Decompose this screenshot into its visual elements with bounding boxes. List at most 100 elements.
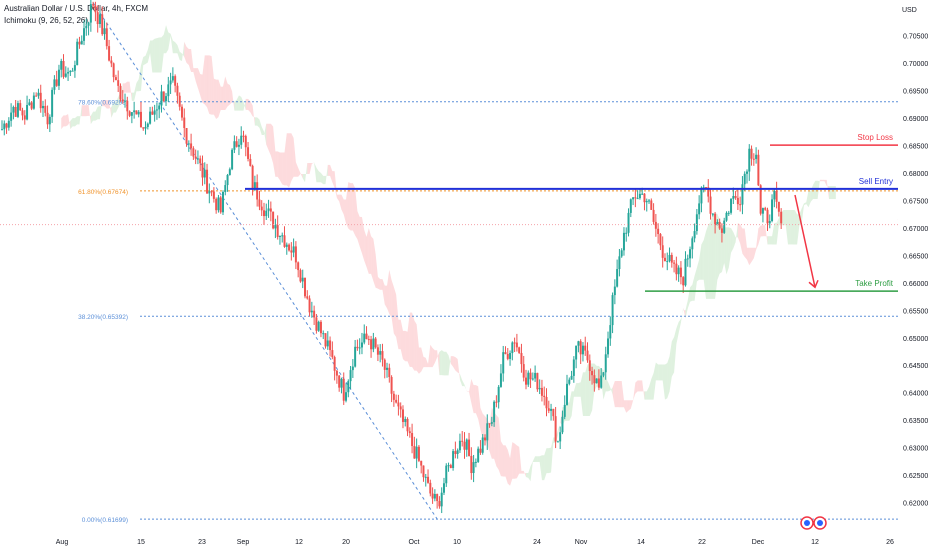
cloud-segment — [72, 118, 75, 127]
cloud-segment — [140, 57, 144, 91]
x-tick-label: Aug — [56, 539, 69, 546]
candle-body — [71, 70, 74, 72]
x-tick-label: Nov — [575, 539, 588, 546]
time-axis[interactable]: Aug 15 23 Sep 12 20 Oct 10 24 Nov 14 22 Dec 12 26 — [0, 532, 932, 550]
candle-body — [155, 109, 158, 111]
cloud-segment — [797, 214, 800, 245]
candle-body — [666, 261, 669, 263]
cloud-segment — [380, 279, 383, 290]
cloud-segment — [357, 211, 360, 247]
cloud-segment — [448, 355, 451, 376]
candle-body — [641, 193, 644, 195]
candle-body — [169, 80, 172, 85]
candle-body — [661, 245, 664, 258]
cloud-segment — [475, 385, 479, 419]
cloud-segment — [767, 236, 770, 245]
cloud-segment — [453, 356, 456, 371]
candle-body — [183, 117, 186, 129]
cloud-segment — [580, 372, 583, 416]
candle-body — [114, 77, 117, 81]
cloud-segment — [617, 381, 620, 408]
candle-body — [62, 60, 65, 77]
cloud-segment — [425, 357, 429, 368]
cloud-segment — [361, 217, 365, 261]
cloud-segment — [516, 445, 520, 479]
candle-body — [698, 203, 701, 215]
cloud-segment — [402, 330, 406, 362]
time-axis-bg — [0, 532, 932, 550]
cloud-segment — [213, 78, 217, 120]
candle-body — [180, 106, 183, 118]
cloud-segment — [526, 472, 529, 478]
cloud-segment — [113, 101, 116, 113]
cloud-segment — [443, 351, 447, 376]
cloud-segment — [473, 385, 476, 414]
candle-body — [686, 258, 689, 260]
candle-body — [263, 210, 265, 217]
candle-body — [620, 250, 623, 257]
cloud-segment — [803, 202, 807, 206]
candle-body — [408, 431, 411, 434]
candle-body — [367, 339, 370, 341]
candle-body — [185, 128, 188, 144]
cloud-segment — [145, 49, 148, 65]
flag-dot — [804, 520, 810, 526]
x-tick-label: 10 — [453, 539, 461, 546]
cloud-segment — [275, 151, 278, 177]
candle-body — [657, 228, 660, 235]
candle-body — [632, 197, 635, 200]
cloud-segment — [259, 119, 262, 136]
candle-body — [556, 441, 559, 443]
candle-body — [37, 92, 40, 96]
candle-body — [335, 370, 338, 376]
cloud-segment — [348, 182, 351, 231]
candle-body — [278, 235, 281, 237]
cloud-segment — [375, 254, 378, 289]
candle-body — [718, 221, 721, 229]
candle-body — [237, 144, 240, 147]
candle-body — [160, 91, 163, 106]
cloud-segment — [104, 100, 107, 109]
candle-body — [522, 364, 525, 378]
candle-body — [55, 79, 58, 86]
candle-body — [420, 460, 423, 466]
cloud-segment — [576, 383, 579, 397]
candle-body — [108, 46, 111, 61]
projection-arrow — [794, 194, 816, 288]
cloud-segment — [783, 209, 786, 226]
cloud-segment — [692, 275, 695, 301]
cloud-segment — [567, 402, 570, 421]
candle-body — [96, 12, 99, 25]
cloud-segment — [302, 174, 306, 183]
candle-body — [226, 174, 229, 186]
candle-body — [525, 377, 527, 385]
price-axis[interactable]: USD 0.70500 0.70000 0.69500 0.69000 0.68500 0.… — [898, 0, 932, 550]
cloud-segment — [373, 238, 376, 288]
candle-body — [561, 416, 564, 433]
cloud-segment — [614, 381, 618, 408]
candle-body — [483, 437, 486, 441]
level-label: Sell Entry — [859, 177, 893, 186]
cloud-segment — [156, 37, 160, 73]
cloud-segment — [532, 456, 536, 462]
candle-body — [568, 379, 571, 384]
candle-body — [306, 296, 309, 299]
candle-body — [137, 111, 140, 115]
cloud-segment — [612, 381, 615, 408]
candle-body — [593, 375, 596, 384]
cloud-segment — [546, 448, 549, 474]
cloud-segment — [469, 378, 472, 403]
candle-body — [675, 263, 678, 275]
cloud-segment — [762, 225, 766, 237]
cloud-segment — [216, 79, 219, 120]
event-flags[interactable] — [800, 516, 827, 530]
cloud-segment — [70, 118, 73, 130]
cloud-segment — [423, 356, 426, 368]
candle-body — [376, 347, 379, 355]
cloud-segment — [279, 152, 283, 185]
candle-body — [550, 408, 553, 411]
cloud-segment — [664, 363, 668, 400]
candle-body — [331, 350, 334, 358]
cloud-segment — [753, 247, 757, 259]
